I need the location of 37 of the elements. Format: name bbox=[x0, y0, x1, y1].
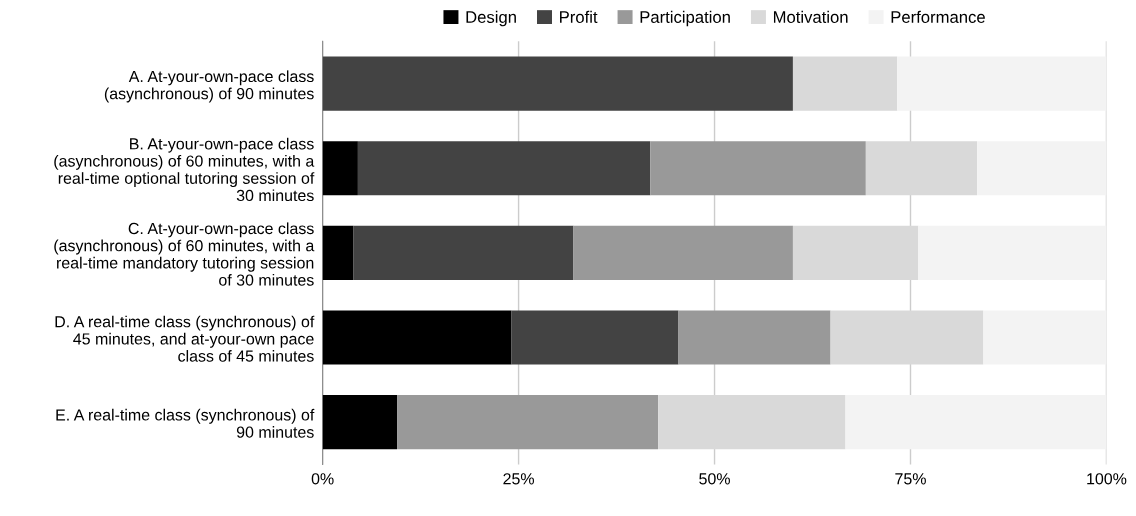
legend-label: Performance bbox=[891, 10, 985, 23]
bar bbox=[830, 310, 984, 365]
bar bbox=[322, 56, 793, 111]
bar bbox=[573, 225, 793, 280]
y-tick-label: A. At-your-own-pace class (asynchronous) of 90 minutes bbox=[104, 70, 314, 103]
legend-label: Motivation bbox=[773, 10, 848, 23]
x-tick-label: 0% bbox=[311, 473, 334, 485]
bar bbox=[865, 141, 978, 196]
x-tick-label: 25% bbox=[503, 473, 534, 485]
bar bbox=[658, 395, 846, 450]
x-tick-label: 50% bbox=[699, 473, 730, 485]
y-tick-label: E. A real-time class (synchronous) of 90 minutes bbox=[56, 408, 315, 438]
legend-label: Design bbox=[466, 10, 516, 27]
bar bbox=[845, 395, 1107, 450]
bar bbox=[792, 56, 898, 111]
x-tick-label: 75% bbox=[895, 473, 926, 485]
bar bbox=[353, 225, 574, 280]
y-tick-label: C. At-your-own-pace class (asynchronous) of 60 minutes, with a real-time mandatory tutoring session of 30 minutes bbox=[54, 222, 315, 286]
bar bbox=[650, 141, 866, 196]
x-tick-label: 100% bbox=[1087, 473, 1127, 485]
legend-label: Participation bbox=[640, 10, 730, 27]
bar bbox=[897, 56, 1107, 111]
bar bbox=[397, 395, 659, 450]
bar bbox=[792, 225, 919, 280]
bar bbox=[357, 141, 651, 196]
bar bbox=[977, 141, 1107, 196]
bar bbox=[322, 395, 398, 450]
legend-label: Profit bbox=[560, 10, 598, 23]
bar bbox=[322, 310, 512, 365]
y-tick-label: B. At-your-own-pace class (asynchronous) of 60 minutes, with a real-time optional tutoring session of 30 minutes bbox=[54, 137, 315, 202]
bar bbox=[511, 310, 679, 365]
bar bbox=[322, 225, 354, 280]
bar bbox=[983, 310, 1107, 365]
bar bbox=[322, 141, 358, 196]
bar bbox=[678, 310, 831, 365]
y-tick-label: D. A real-time class (synchronous) of 45 minutes, and at-your-own pace class of 45 minutes bbox=[55, 315, 315, 362]
bar bbox=[918, 225, 1107, 280]
